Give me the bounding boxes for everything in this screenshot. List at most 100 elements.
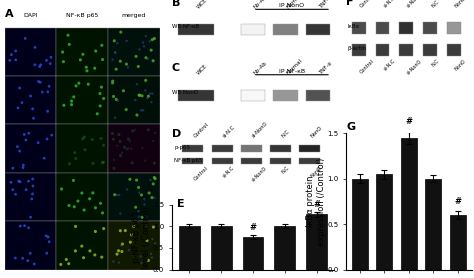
Point bbox=[98, 85, 105, 89]
Point bbox=[25, 131, 33, 135]
Point bbox=[129, 129, 137, 133]
Point bbox=[78, 244, 86, 248]
Point bbox=[11, 256, 19, 260]
Point bbox=[117, 229, 124, 233]
Text: Control: Control bbox=[193, 165, 209, 181]
Point bbox=[115, 132, 123, 137]
Point bbox=[68, 99, 75, 103]
Point bbox=[109, 80, 116, 85]
Text: si-NonO: si-NonO bbox=[406, 58, 423, 75]
Point bbox=[80, 208, 88, 212]
Point bbox=[143, 239, 151, 243]
Text: IP NF-κB: IP NF-κB bbox=[279, 69, 305, 74]
Text: No-Ab: No-Ab bbox=[253, 60, 268, 75]
Point bbox=[128, 161, 136, 165]
Point bbox=[6, 58, 14, 63]
Point bbox=[100, 160, 107, 165]
Point bbox=[43, 251, 51, 255]
Bar bbox=[273, 90, 298, 101]
Point bbox=[115, 260, 123, 265]
Point bbox=[89, 137, 96, 142]
Point bbox=[148, 37, 156, 42]
Text: Control: Control bbox=[193, 122, 210, 139]
Point bbox=[47, 55, 55, 59]
Point bbox=[140, 44, 148, 49]
Point bbox=[21, 36, 29, 41]
Point bbox=[30, 262, 38, 266]
Y-axis label: p-NF-κB p65
level (/Control): p-NF-κB p65 level (/Control) bbox=[132, 206, 151, 269]
Point bbox=[86, 197, 93, 201]
Point bbox=[123, 39, 130, 43]
Point bbox=[142, 78, 149, 83]
Point bbox=[58, 187, 65, 191]
Point bbox=[72, 84, 80, 88]
Point bbox=[15, 179, 22, 183]
Bar bbox=[211, 158, 233, 164]
Bar bbox=[400, 22, 413, 34]
Point bbox=[150, 225, 157, 229]
Point bbox=[135, 214, 143, 219]
Text: No-Ab: No-Ab bbox=[253, 0, 268, 10]
Point bbox=[22, 187, 30, 192]
Point bbox=[147, 252, 155, 256]
Point bbox=[75, 81, 82, 85]
Bar bbox=[182, 158, 203, 164]
Point bbox=[42, 234, 50, 238]
Text: N.C: N.C bbox=[430, 58, 440, 68]
Point bbox=[93, 111, 101, 116]
Point bbox=[145, 258, 152, 263]
Text: F: F bbox=[346, 0, 354, 8]
Point bbox=[96, 91, 104, 96]
Point bbox=[152, 131, 159, 135]
Bar bbox=[5, 221, 56, 270]
Bar bbox=[211, 145, 233, 152]
Point bbox=[100, 226, 108, 231]
Point bbox=[117, 211, 124, 216]
Text: N.C: N.C bbox=[430, 0, 440, 8]
Point bbox=[9, 187, 17, 192]
Point bbox=[145, 128, 152, 132]
Point bbox=[83, 69, 91, 73]
Bar bbox=[270, 158, 291, 164]
Point bbox=[43, 58, 50, 63]
Bar bbox=[5, 173, 56, 221]
Point bbox=[138, 94, 146, 98]
Point bbox=[99, 160, 106, 165]
Point bbox=[14, 145, 21, 149]
Point bbox=[109, 94, 117, 99]
Point bbox=[84, 82, 92, 86]
Bar bbox=[306, 214, 327, 270]
Point bbox=[135, 209, 142, 213]
Text: N.C: N.C bbox=[281, 129, 291, 139]
Point bbox=[139, 40, 147, 45]
Bar bbox=[352, 179, 368, 270]
Point bbox=[91, 253, 99, 257]
Point bbox=[111, 115, 119, 120]
Point bbox=[12, 49, 19, 53]
Bar bbox=[306, 90, 330, 101]
Point bbox=[24, 259, 31, 263]
Point bbox=[98, 43, 106, 48]
Bar bbox=[352, 22, 365, 34]
Point bbox=[31, 63, 39, 67]
Text: B: B bbox=[172, 0, 180, 8]
Text: IκBα: IκBα bbox=[347, 24, 359, 29]
Bar bbox=[56, 28, 108, 76]
Point bbox=[63, 257, 70, 262]
Point bbox=[151, 36, 158, 41]
Text: NF-κB p65: NF-κB p65 bbox=[174, 158, 202, 163]
Point bbox=[16, 149, 23, 153]
Point bbox=[46, 61, 54, 66]
Point bbox=[91, 66, 99, 70]
Point bbox=[117, 153, 124, 158]
Point bbox=[82, 65, 90, 70]
Point bbox=[124, 65, 132, 70]
Point bbox=[119, 88, 127, 93]
Point bbox=[79, 52, 87, 56]
Point bbox=[137, 193, 145, 197]
Point bbox=[19, 165, 27, 170]
Text: A: A bbox=[5, 9, 13, 19]
Point bbox=[135, 93, 143, 97]
Text: D: D bbox=[172, 129, 181, 139]
Point bbox=[18, 100, 26, 105]
